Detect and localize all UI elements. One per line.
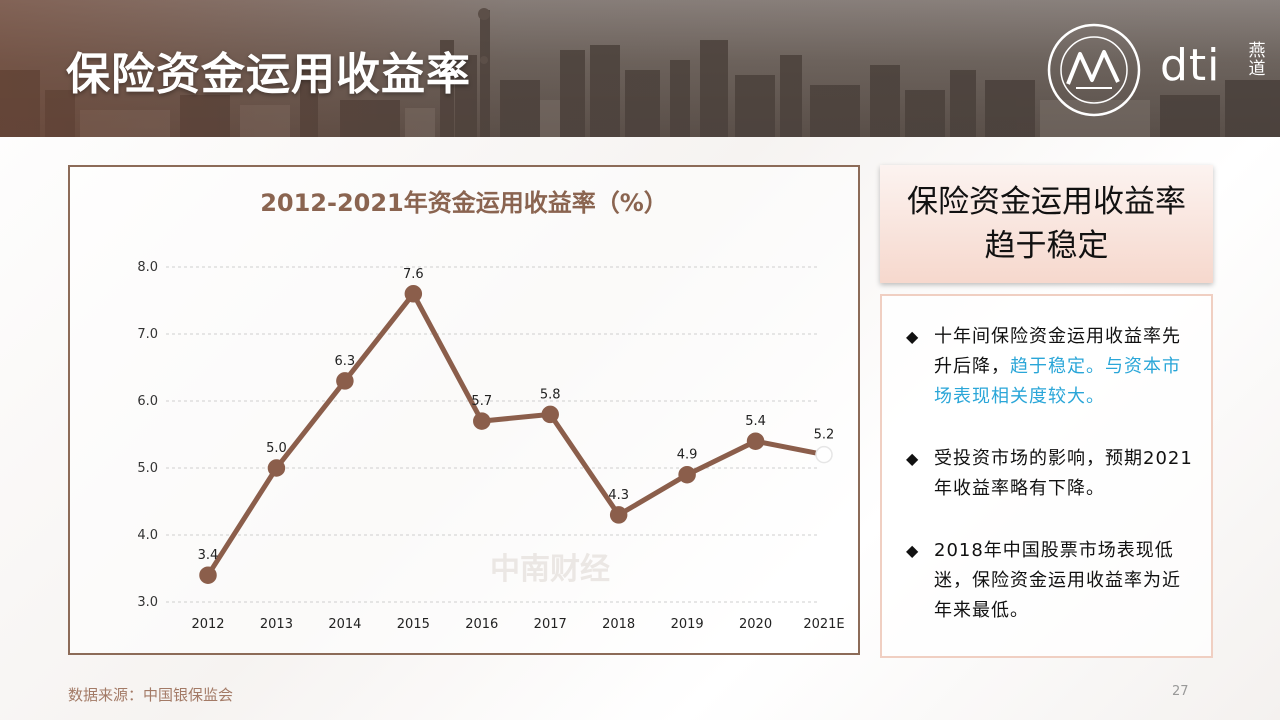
line-chart: 中南财经 2012-2021年资金运用收益率（%） 3.0 4.0 5.0 6.0 7.…: [137, 189, 844, 632]
x-tick-label: 2016: [465, 617, 498, 632]
data-label: 7.6: [403, 267, 424, 282]
marker-layer: [199, 285, 833, 584]
data-point: [336, 372, 354, 390]
note-text: 受投资市场的影响，预期2021年收益率略有下降。: [934, 448, 1193, 499]
data-point: [473, 412, 491, 430]
series-line: [205, 291, 827, 578]
data-label: 4.9: [677, 448, 698, 463]
y-tick-label: 5.0: [137, 461, 158, 476]
circular-seal-icon: [1047, 23, 1141, 117]
data-label: 5.8: [540, 387, 561, 402]
y-tick-label: 7.0: [137, 327, 158, 342]
page-title: 保险资金运用收益率: [66, 49, 471, 100]
data-label: 5.4: [745, 414, 766, 429]
x-axis: 2012 2013 2014 2015 2016 2017 2018 2019 2020 2021…: [191, 617, 844, 632]
data-point: [541, 405, 559, 424]
summary-line-2: 趋于稳定: [984, 228, 1109, 264]
summary-panel: 保险资金运用收益率 趋于稳定: [880, 165, 1213, 283]
data-point: [267, 459, 286, 477]
note-text: 十年间保险资金运用收益率先升后降，: [934, 326, 1181, 377]
page-number: 27: [1172, 684, 1189, 699]
x-tick-label: 2020: [739, 617, 772, 632]
diamond-bullet-icon: ◆: [906, 449, 919, 468]
x-tick-label: 2013: [260, 617, 293, 632]
notes-panel: ◆ 十年间保险资金运用收益率先升后降，趋于稳定。与资本市场表现相关度较大。 ◆ …: [880, 294, 1213, 658]
x-tick-label: 2019: [671, 617, 704, 632]
y-tick-label: 3.0: [137, 595, 158, 610]
data-point: [746, 432, 765, 450]
data-label-layer: 3.4 5.0 6.3 7.6 5.7 5.8 4.3 4.9 5.4 5.2: [198, 267, 835, 563]
y-axis: 3.0 4.0 5.0 6.0 7.0 8.0: [137, 260, 158, 610]
logo-subtitle: 燕道: [1248, 41, 1266, 79]
y-tick-label: 6.0: [137, 394, 158, 409]
header-banner: 保险资金运用收益率 dti 燕道: [0, 0, 1280, 137]
note-item: ◆ 受投资市场的影响，预期2021年收益率略有下降。: [906, 444, 1196, 504]
data-label: 4.3: [608, 488, 629, 503]
chart-title: 2012-2021年资金运用收益率（%）: [260, 189, 668, 217]
data-point: [609, 506, 628, 524]
data-point: [404, 285, 423, 303]
data-source: 数据来源：中国银保监会: [68, 686, 234, 704]
note-item: ◆ 2018年中国股票市场表现低迷，保险资金运用收益率为近年来最低。: [906, 536, 1196, 626]
x-tick-label: 2014: [328, 617, 361, 632]
y-tick-label: 8.0: [137, 260, 158, 275]
watermark-text: 中南财经: [490, 552, 610, 587]
data-label: 5.2: [814, 428, 835, 443]
note-item: ◆ 十年间保险资金运用收益率先升后降，趋于稳定。与资本市场表现相关度较大。: [906, 322, 1196, 412]
data-label: 5.0: [266, 441, 287, 456]
note-text: 2018年中国股票市场表现低迷，保险资金运用收益率为近年来最低。: [934, 540, 1181, 621]
x-tick-label: 2017: [534, 617, 567, 632]
data-label: 6.3: [335, 354, 356, 369]
data-label: 3.4: [198, 548, 219, 563]
diamond-bullet-icon: ◆: [906, 327, 919, 346]
logo-brand: dti: [1160, 40, 1221, 91]
data-point: [678, 465, 696, 484]
forecast-data-point: [815, 445, 833, 464]
x-tick-label: 2015: [397, 617, 430, 632]
chart-container: 中南财经 2012-2021年资金运用收益率（%） 3.0 4.0 5.0 6.0 7.…: [68, 165, 860, 655]
y-tick-label: 4.0: [137, 528, 158, 543]
summary-line-1: 保险资金运用收益率: [907, 184, 1186, 220]
data-point: [199, 566, 217, 584]
x-tick-label: 2021E: [803, 617, 844, 632]
diamond-bullet-icon: ◆: [906, 541, 919, 560]
note-highlight: 趋于稳定。与资本市场表现相关度较大。: [934, 356, 1181, 407]
data-label: 5.7: [471, 394, 492, 409]
x-tick-label: 2012: [191, 617, 224, 632]
x-tick-label: 2018: [602, 617, 635, 632]
